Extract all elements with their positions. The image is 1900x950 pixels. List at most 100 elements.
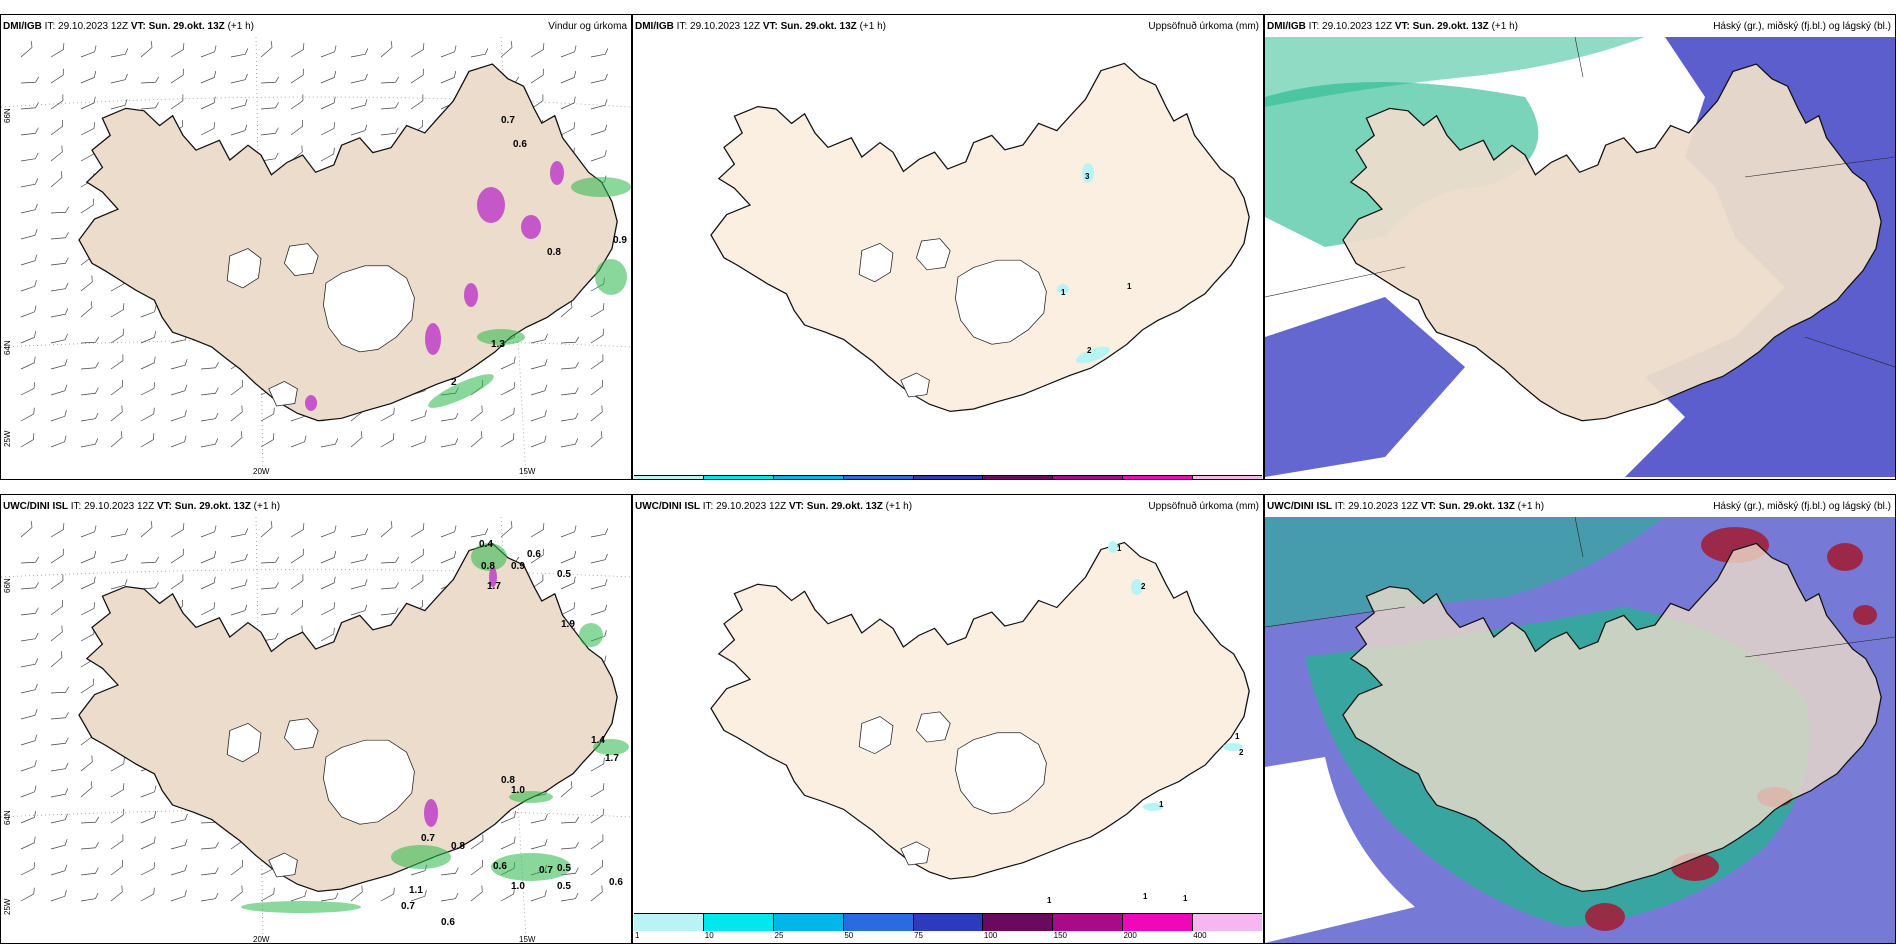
wind-barb [140, 382, 156, 396]
colorbar-swatch [703, 476, 774, 479]
wind-barb [560, 96, 576, 110]
wind-barb [500, 382, 516, 396]
wind-barb [290, 574, 304, 590]
precip-value-label: 1 [1117, 544, 1122, 553]
precip-value-label: 0.8 [501, 775, 515, 786]
wind-barb [290, 435, 307, 448]
wind-barb [230, 553, 248, 564]
wind-barb [590, 303, 605, 318]
wind-barb [80, 387, 99, 396]
precip-value-label: 1.1 [409, 885, 423, 896]
wind-barb [290, 43, 305, 58]
wind-barb [560, 301, 573, 318]
wind-barb [200, 96, 216, 110]
wind-barb [110, 808, 124, 824]
wind-barb [530, 359, 548, 370]
precip-value-label: 0.7 [421, 833, 435, 844]
wind-barb [290, 523, 305, 538]
wind-barb [380, 407, 395, 422]
wind-barb [170, 410, 187, 422]
wind-barb [350, 553, 368, 564]
wind-barb [290, 890, 307, 902]
wind-barb [50, 308, 69, 318]
wind-barb [110, 303, 125, 318]
colorbar-swatch [1123, 476, 1194, 479]
colorbar-tick-label: 400 [1193, 931, 1207, 940]
wind-barb [50, 68, 64, 84]
wind-barb [230, 885, 243, 902]
wind-barb [50, 574, 64, 590]
colorbar-swatch [913, 914, 984, 931]
wind-barb [530, 333, 548, 344]
wind-barb [320, 45, 337, 58]
wind-barb [380, 102, 399, 110]
model-name: DMI/IGB [3, 21, 42, 32]
wind-barb [500, 811, 517, 824]
wind-barb [170, 523, 185, 538]
wind-barb [20, 407, 35, 422]
panel-title: Háský (gr.), miðský (fj.bl.) og lágský (… [1713, 21, 1891, 32]
wind-barb [560, 892, 579, 902]
wind-barb [560, 867, 579, 876]
wind-barb [410, 94, 424, 110]
wind-barb [560, 71, 577, 84]
wind-barb [470, 885, 483, 902]
precip-value-label: 2 [451, 377, 457, 388]
precip-value-label: 0.7 [501, 115, 515, 126]
wind-barb [440, 525, 457, 538]
wind-barb [530, 43, 545, 58]
wind-barb [80, 96, 96, 110]
wind-barb [50, 435, 67, 448]
map-canvas: 1 2 1 2 1 1 1 1 [633, 517, 1263, 917]
wind-barb [440, 892, 459, 902]
wind-barb [20, 658, 39, 668]
wind-barb [470, 405, 483, 422]
wind-barb [110, 885, 123, 902]
wind-barb [170, 839, 188, 850]
wind-barb [230, 528, 249, 538]
wind-barb [80, 275, 93, 292]
wind-barb [410, 410, 427, 422]
wind-barb [80, 301, 93, 318]
wind-barb [170, 574, 184, 590]
wind-barb [140, 102, 159, 110]
wind-barb [560, 816, 580, 824]
precip-value-label: 1 [1183, 894, 1188, 903]
colorbar-swatch [634, 914, 704, 931]
panel-header: DMI/IGB IT: 29.10.2023 12Z VT: Sun. 29.o… [635, 21, 1259, 32]
precip-value-label: 0.8 [547, 247, 561, 258]
wind-barb [200, 842, 219, 850]
panel-title: Vindur og úrkoma [548, 21, 627, 32]
wind-barb [380, 582, 399, 590]
wind-barb [530, 384, 548, 396]
wind-barb [140, 862, 156, 876]
wind-barb [170, 890, 187, 902]
precip-value-label: 2 [1239, 748, 1244, 757]
wind-barb [200, 602, 216, 616]
wind-barb [20, 229, 38, 240]
wind-barb [20, 709, 38, 720]
precip-value-label: 1 [1235, 732, 1240, 741]
wind-barb [140, 41, 153, 58]
wind-barb [590, 859, 603, 876]
colorbar-tick-label: 1 [635, 931, 640, 940]
wind-barb [20, 178, 39, 188]
wind-barb [110, 783, 125, 798]
wind-barb [410, 574, 424, 590]
wind-barb [140, 433, 155, 448]
wind-barb [110, 354, 124, 370]
panel-uwc-accum: UWC/DINI ISL IT: 29.10.2023 12Z VT: Sun.… [632, 494, 1264, 944]
wind-barb [140, 521, 153, 538]
wind-barb [140, 407, 155, 422]
wind-barb [320, 892, 339, 902]
wind-barb [500, 433, 515, 448]
wind-barb [530, 410, 547, 422]
wind-barb [50, 384, 68, 396]
wind-barb [560, 551, 577, 564]
colorbar-swatch [703, 914, 774, 931]
wind-barb [350, 73, 368, 84]
map-canvas: 3 1 1 2 [633, 37, 1263, 457]
wind-barb [560, 438, 579, 448]
wind-barb [110, 834, 124, 850]
wind-barb [200, 412, 219, 422]
